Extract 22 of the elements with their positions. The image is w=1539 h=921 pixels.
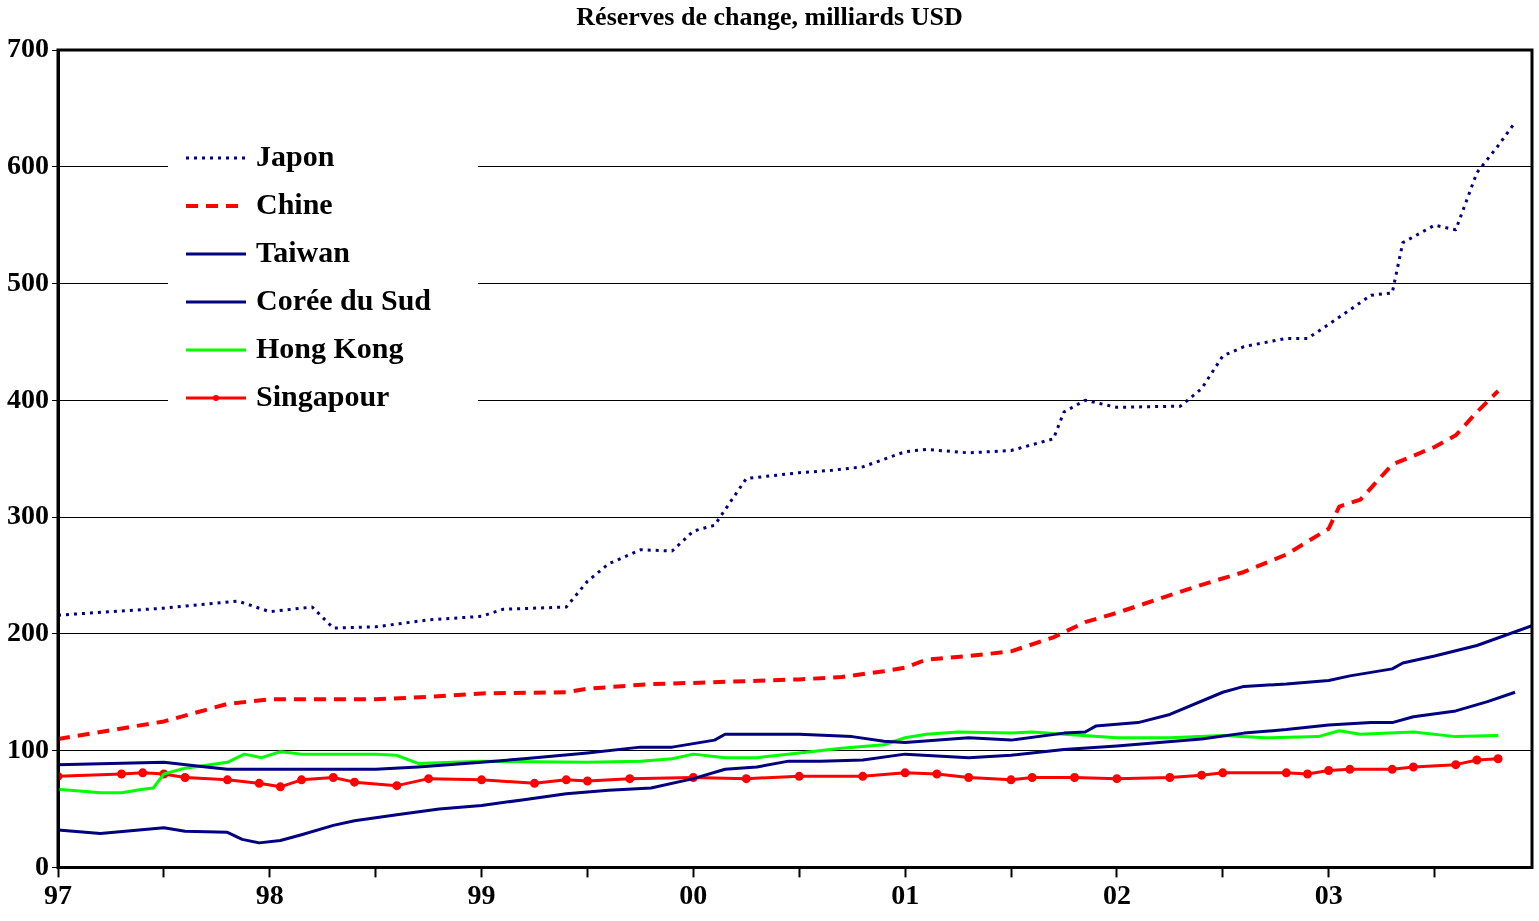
legend-label: Japon (256, 138, 335, 172)
y-tick-label: 500 (7, 265, 49, 297)
x-tick-label: 98 (255, 879, 284, 911)
chart-title: Réserves de change, milliards USD (575, 2, 964, 32)
legend-label: Singapour (256, 378, 390, 412)
y-tick-label: 0 (35, 849, 49, 881)
legend-label: Taiwan (256, 234, 351, 268)
x-tick-label: 00 (679, 879, 708, 911)
y-tick-label: 700 (7, 32, 49, 64)
legend-label: Hong Kong (256, 330, 404, 364)
x-tick-label: 01 (891, 879, 920, 911)
y-tick-label: 400 (7, 382, 49, 414)
y-tick-label: 100 (7, 732, 49, 764)
legend-label: Chine (256, 186, 333, 220)
x-tick-label: 02 (1102, 879, 1131, 911)
x-tick-label: 99 (467, 879, 496, 911)
y-tick-label: 300 (7, 499, 49, 531)
x-tick-label: 97 (44, 879, 72, 911)
x-tick-label: 03 (1314, 879, 1343, 911)
y-tick-label: 200 (7, 616, 49, 648)
legend-label: Corée du Sud (256, 282, 432, 316)
y-tick-label: 600 (7, 149, 49, 181)
